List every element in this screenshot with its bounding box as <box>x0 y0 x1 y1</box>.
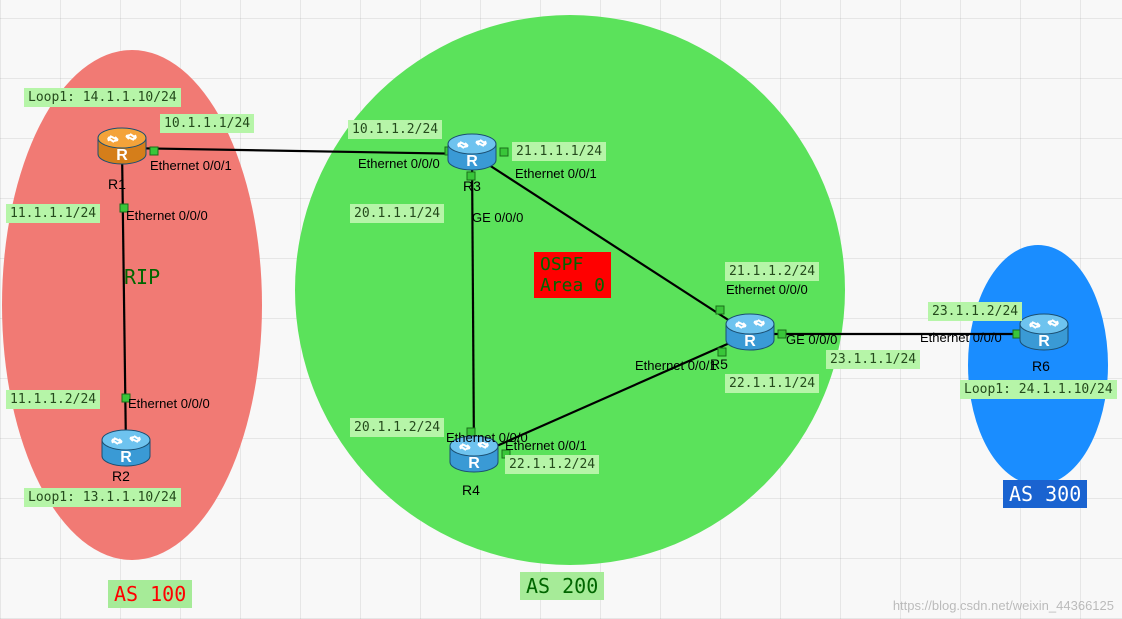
r3-label: R3 <box>463 178 481 194</box>
ip-label: 21.1.1.2/24 <box>725 262 819 281</box>
svg-text:R: R <box>468 455 480 472</box>
interface-label: Ethernet 0/0/1 <box>505 438 587 453</box>
ip-label: 23.1.1.1/24 <box>826 350 920 369</box>
ip-label: 22.1.1.2/24 <box>505 455 599 474</box>
as100-label: AS 100 <box>108 580 192 608</box>
r1-label: R1 <box>108 176 126 192</box>
ospf-area: Area 0 <box>540 275 605 296</box>
ip-label: 20.1.1.1/24 <box>350 204 444 223</box>
svg-text:R: R <box>466 153 478 170</box>
ip-label: 20.1.1.2/24 <box>350 418 444 437</box>
ip-label: 10.1.1.2/24 <box>348 120 442 139</box>
interface-label: Ethernet 0/0/0 <box>920 330 1002 345</box>
interface-label: Ethernet 0/0/1 <box>150 158 232 173</box>
as200-label: AS 200 <box>520 572 604 600</box>
interface-label: GE 0/0/0 <box>472 210 523 225</box>
watermark: https://blog.csdn.net/weixin_44366125 <box>893 598 1114 613</box>
svg-text:R: R <box>744 333 756 350</box>
ip-label: Loop1: 13.1.1.10/24 <box>24 488 181 507</box>
svg-text:R: R <box>116 147 128 164</box>
ip-label: 11.1.1.2/24 <box>6 390 100 409</box>
ip-label: 23.1.1.2/24 <box>928 302 1022 321</box>
router-r1[interactable]: R <box>96 124 148 164</box>
interface-label: Ethernet 0/0/0 <box>358 156 440 171</box>
as300-label: AS 300 <box>1003 480 1087 508</box>
ip-label: 22.1.1.1/24 <box>725 374 819 393</box>
interface-label: GE 0/0/0 <box>786 332 837 347</box>
ip-label: Loop1: 24.1.1.10/24 <box>960 380 1117 399</box>
ip-label: 10.1.1.1/24 <box>160 114 254 133</box>
router-r5[interactable]: R <box>724 310 776 350</box>
router-r2[interactable]: R <box>100 426 152 466</box>
ip-label: 21.1.1.1/24 <box>512 142 606 161</box>
protocol-rip-label: RIP <box>124 265 160 289</box>
ip-label: Loop1: 14.1.1.10/24 <box>24 88 181 107</box>
r2-label: R2 <box>112 468 130 484</box>
r4-label: R4 <box>462 482 480 498</box>
router-r3[interactable]: R <box>446 130 498 170</box>
interface-label: Ethernet 0/0/0 <box>128 396 210 411</box>
svg-text:R: R <box>120 449 132 466</box>
ip-label: 11.1.1.1/24 <box>6 204 100 223</box>
interface-label: Ethernet 0/0/1 <box>635 358 717 373</box>
interface-label: Ethernet 0/0/0 <box>126 208 208 223</box>
svg-text:R: R <box>1038 333 1050 350</box>
protocol-ospf-label: OSPF Area 0 <box>534 252 611 298</box>
ospf-text: OSPF <box>540 254 583 275</box>
r6-label: R6 <box>1032 358 1050 374</box>
interface-label: Ethernet 0/0/1 <box>515 166 597 181</box>
interface-label: Ethernet 0/0/0 <box>726 282 808 297</box>
router-r6[interactable]: R <box>1018 310 1070 350</box>
